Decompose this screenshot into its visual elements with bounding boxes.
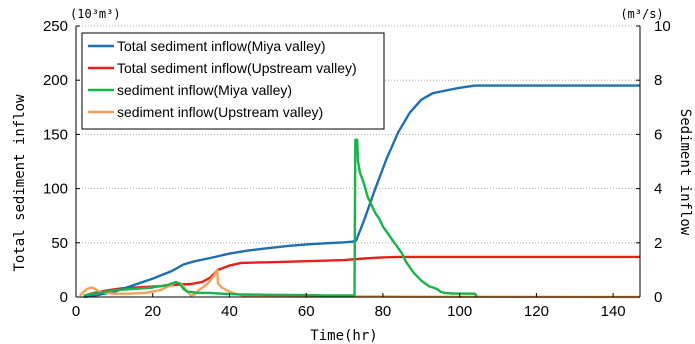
right-tick-label: 2 <box>654 235 662 252</box>
left-tick-label: 150 <box>43 126 68 143</box>
x-axis-label: Time(hr) <box>310 328 377 344</box>
series-line-2 <box>83 138 478 298</box>
left-tick-label: 250 <box>43 18 68 35</box>
legend-label: sediment inflow(Upstream valley) <box>117 104 323 120</box>
left-tick-label: 0 <box>60 289 68 306</box>
series-line-1 <box>83 255 640 298</box>
x-tick-label: 20 <box>144 303 161 320</box>
axes <box>75 25 641 298</box>
series-line-0 <box>83 84 640 299</box>
left-axis-unit: (10³m³) <box>70 7 121 21</box>
legend-label: Total sediment inflow(Upstream valley) <box>117 60 357 76</box>
x-tick-label: 0 <box>72 303 80 320</box>
left-tick-label: 100 <box>43 181 68 198</box>
right-tick-label: 0 <box>654 289 662 306</box>
x-tick-label: 100 <box>447 303 472 320</box>
right-tick-label: 4 <box>654 181 662 198</box>
series-layer <box>78 84 641 299</box>
legend-label: sediment inflow(Miya valley) <box>117 82 292 98</box>
x-tick-label: 120 <box>524 303 549 320</box>
x-tick-label: 80 <box>375 303 392 320</box>
left-tick-label: 50 <box>51 235 68 252</box>
right-tick-label: 6 <box>654 126 662 143</box>
legend-box <box>81 32 385 130</box>
x-tick-label: 60 <box>298 303 315 320</box>
right-tick-label: 10 <box>654 18 671 35</box>
left-axis-label: Total sediment inflow <box>12 94 28 272</box>
legend: Total sediment inflow(Miya valley) Total … <box>81 32 385 130</box>
right-axis-label: Sediment inflow <box>677 109 693 236</box>
right-tick-label: 8 <box>654 72 662 89</box>
legend-label: Total sediment inflow(Miya valley) <box>117 38 326 54</box>
x-tick-label: 40 <box>221 303 238 320</box>
x-tick-label: 140 <box>601 303 626 320</box>
right-axis-unit: (m³/s) <box>620 7 663 21</box>
left-tick-label: 200 <box>43 72 68 89</box>
